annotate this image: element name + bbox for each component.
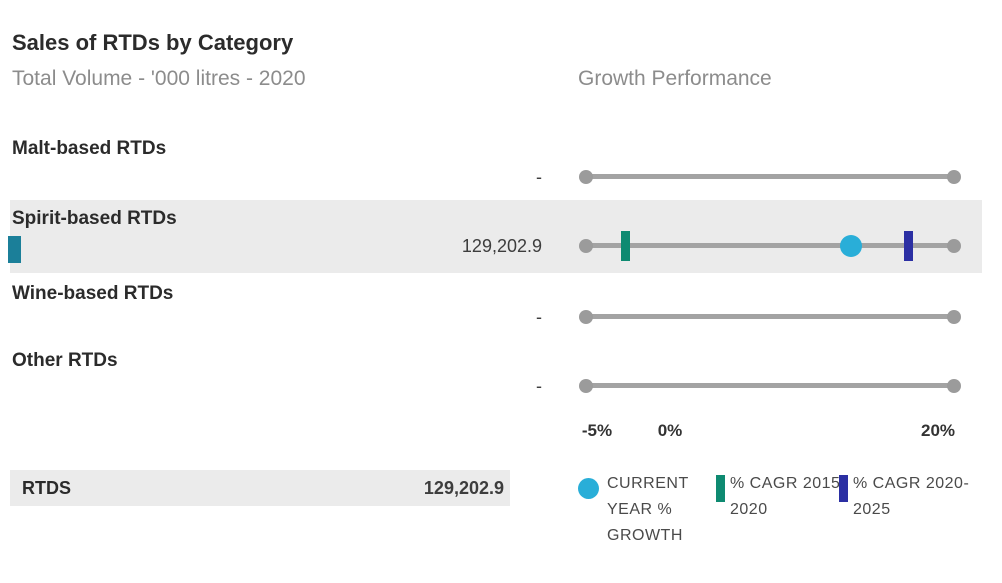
category-value: -	[536, 307, 542, 327]
category-label: Malt-based RTDs	[12, 138, 167, 159]
slider-left-dot	[579, 170, 593, 184]
current-year-growth-marker	[839, 235, 862, 257]
category-value: 129,202.9	[461, 236, 542, 256]
cagr-2015-2020-legend-icon	[716, 475, 725, 502]
cagr-2015-2020-marker	[621, 231, 631, 261]
category-row-wine-based-rtds[interactable]: Wine-based RTDs -	[0, 273, 1002, 343]
category-label: Wine-based RTDs	[12, 283, 174, 304]
page-subtitle: Total Volume - '000 litres - 2020	[12, 67, 306, 90]
total-row-rtds[interactable]: RTDS 129,202.9	[10, 470, 510, 506]
total-value: 129,202.9	[423, 477, 504, 498]
growth-slider	[579, 166, 961, 188]
category-value: -	[536, 167, 542, 187]
selected-row-highlight	[10, 200, 982, 273]
slider-track	[586, 383, 954, 388]
page-title: Sales of RTDs by Category	[12, 30, 294, 55]
cagr-2020-2025-marker	[903, 231, 913, 261]
slider-track	[586, 174, 954, 179]
legend-label-cagr-2020-2025: % CAGR 2020-2025	[853, 475, 970, 518]
growth-slider	[579, 306, 961, 328]
volume-bar	[8, 236, 21, 263]
slider-left-dot	[579, 379, 593, 393]
growth-slider	[579, 231, 961, 261]
axis-tick-label-0: 0%	[657, 421, 683, 440]
category-value: -	[536, 376, 542, 396]
growth-slider	[579, 375, 961, 397]
legend-label-current-year-growth: CURRENT YEAR % GROWTH	[607, 475, 689, 544]
category-row-other-rtds[interactable]: Other RTDs -	[0, 343, 1002, 413]
category-row-malt-based-rtds[interactable]: Malt-based RTDs -	[0, 130, 1002, 200]
slider-right-dot	[947, 379, 961, 393]
axis-tick-label-neg5: -5%	[581, 421, 613, 440]
slider-track	[586, 243, 954, 248]
category-label: Spirit-based RTDs	[12, 208, 177, 229]
growth-performance-header: Growth Performance	[578, 67, 772, 90]
slider-track	[586, 314, 954, 319]
slider-right-dot	[947, 170, 961, 184]
category-row-spirit-based-rtds[interactable]: Spirit-based RTDs 129,202.9	[0, 200, 1002, 273]
total-label: RTDS	[22, 477, 71, 498]
axis-tick-label-20: 20%	[920, 421, 956, 440]
category-label: Other RTDs	[12, 350, 118, 371]
current-year-growth-legend-icon	[578, 478, 599, 499]
slider-left-dot	[579, 310, 593, 324]
legend-label-cagr-2015-2020: % CAGR 2015-2020	[730, 475, 847, 518]
slider-right-dot	[947, 310, 961, 324]
cagr-2020-2025-legend-icon	[839, 475, 848, 502]
slider-left-dot	[579, 239, 593, 253]
slider-right-dot	[947, 239, 961, 253]
